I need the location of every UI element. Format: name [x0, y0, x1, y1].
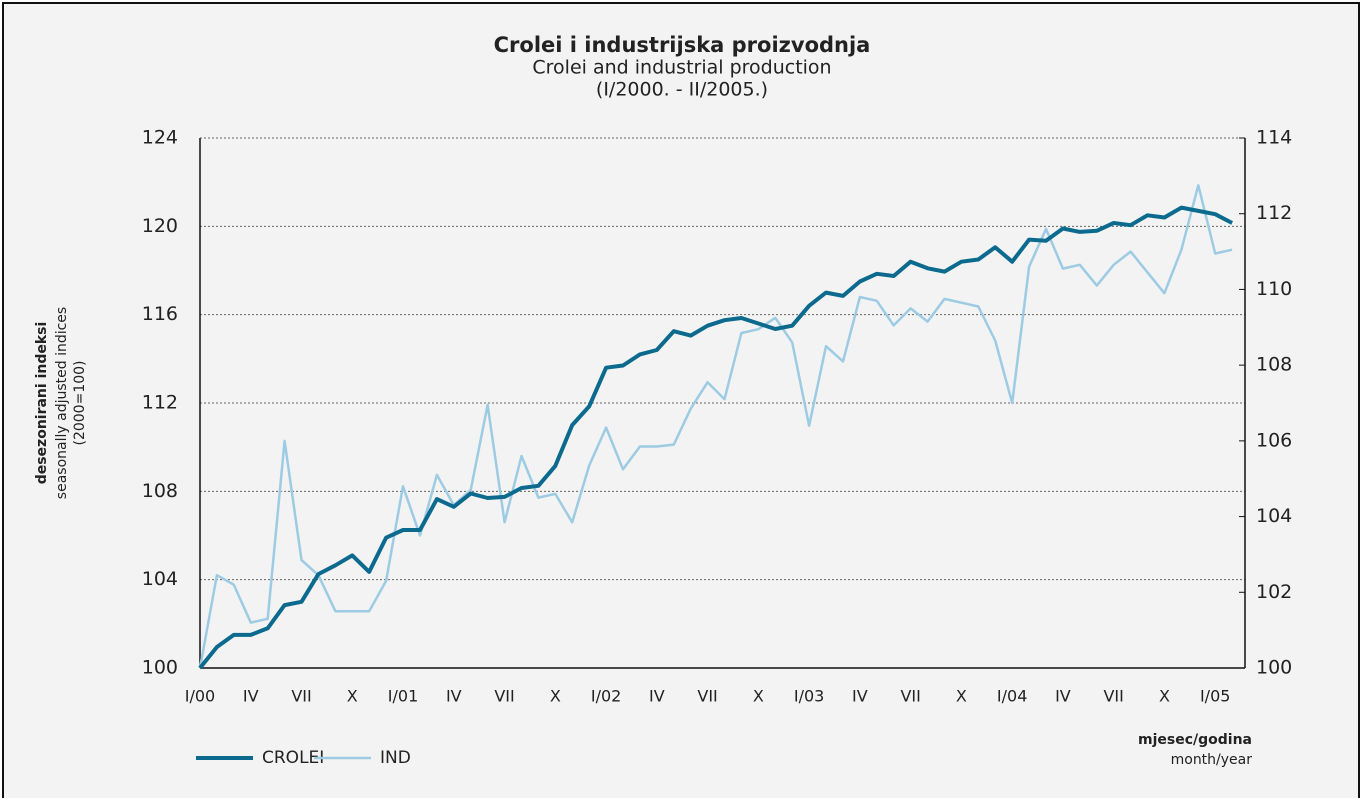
- y-tick-label: 120: [142, 215, 178, 237]
- y-axis-title: desezonirani indeksi seasonally adjusted…: [34, 307, 88, 499]
- y-tick-label: 116: [142, 303, 178, 325]
- x-tick-label: VII: [1103, 687, 1123, 706]
- x-tick-label: X: [1159, 687, 1170, 706]
- x-tick-label: I/02: [591, 687, 621, 706]
- y2-tick-label: 112: [1256, 202, 1292, 224]
- x-tick-label: VII: [291, 687, 311, 706]
- x-tick-label: X: [956, 687, 967, 706]
- x-tick-label: I/05: [1200, 687, 1230, 706]
- legend-label: IND: [380, 748, 411, 768]
- x-label: mjesec/godina: [1138, 732, 1252, 748]
- series-line: [198, 205, 1234, 670]
- legend-label: CROLEI: [262, 748, 324, 768]
- x-tick-label: IV: [243, 687, 259, 706]
- y-tick-label: 100: [142, 657, 178, 679]
- y2-tick-label: 106: [1256, 429, 1292, 451]
- chart-title: Crolei i industrijska proizvodnja: [494, 33, 871, 57]
- y2-tick-label: 104: [1256, 505, 1292, 527]
- x-tick-label: I/01: [388, 687, 418, 706]
- y2-tick-label: 100: [1256, 657, 1292, 679]
- x-tick-label: I/00: [185, 687, 215, 706]
- y-tick-label: 112: [142, 392, 178, 414]
- chart-period: (I/2000. - II/2005.): [596, 79, 768, 101]
- y2-tick-label: 114: [1256, 127, 1292, 149]
- y2-tick-label: 108: [1256, 354, 1292, 376]
- y2-tick-label: 110: [1256, 278, 1292, 300]
- x-tick-label: IV: [852, 687, 868, 706]
- x-tick-label: I/04: [997, 687, 1027, 706]
- y-tick-label: 108: [142, 480, 178, 502]
- y-label: (2000=100): [72, 360, 88, 445]
- y-tick-label: 104: [142, 568, 178, 590]
- x-tick-label: X: [753, 687, 764, 706]
- x-tick-label: X: [550, 687, 561, 706]
- x-tick-label: X: [347, 687, 358, 706]
- y-label: seasonally adjusted indices: [54, 307, 70, 499]
- x-tick-label: I/03: [794, 687, 824, 706]
- x-tick-label: IV: [446, 687, 462, 706]
- x-tick-label: VII: [494, 687, 514, 706]
- x-tick-label: IV: [1055, 687, 1071, 706]
- y-tick-label: 124: [142, 127, 178, 149]
- chart-subtitle: Crolei and industrial production: [532, 57, 831, 79]
- x-tick-label: VII: [900, 687, 920, 706]
- x-tick-label: IV: [649, 687, 665, 706]
- series-line: [198, 184, 1233, 669]
- x-tick-label: VII: [697, 687, 717, 706]
- x-label: month/year: [1171, 752, 1253, 768]
- y-label: desezonirani indeksi: [34, 322, 50, 485]
- y2-tick-label: 102: [1256, 581, 1292, 603]
